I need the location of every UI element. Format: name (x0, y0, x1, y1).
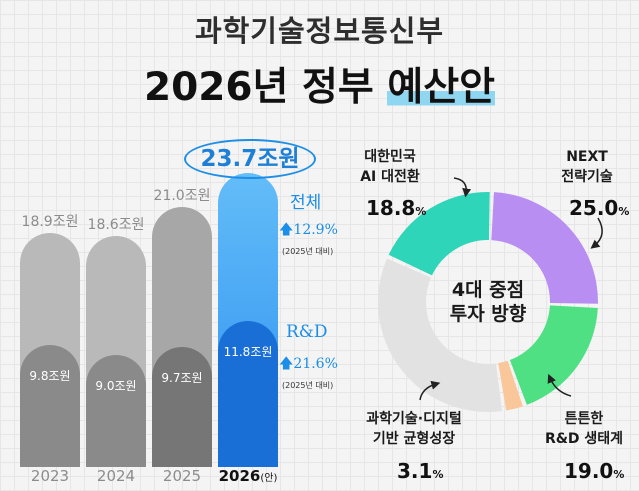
segment-value-next-number: 25.0 (569, 196, 619, 220)
segment-label-rnd: 튼튼한 R&D 생태계 (532, 409, 636, 449)
segment-value-rnd: 19.0% (564, 459, 624, 483)
percent-sign: % (432, 468, 444, 481)
percent-sign: % (415, 205, 427, 218)
rnd-value-label: 9.7조원 (161, 370, 203, 385)
rnd-bar-2025 (152, 346, 212, 467)
year-label: 2026(안) (213, 467, 283, 485)
rnd-bar-2026 (218, 320, 278, 467)
segment-value-balance: 3.1% (397, 459, 443, 483)
rnd-growth-value: 21.6% (293, 356, 338, 372)
total-2026-label: 23.7조원 (184, 139, 316, 179)
segment-label-ai: 대한민국 AI 대전환 (340, 147, 440, 187)
rnd-value-label: 9.8조원 (29, 369, 71, 384)
total-growth: 🡅12.9% (279, 219, 338, 243)
year-label: 2025 (162, 467, 202, 485)
segment-value-rnd-number: 19.0 (564, 459, 614, 483)
total-value-label: 18.9조원 (21, 213, 79, 230)
segment-label-balance-line1: 과학기술·디지털 (366, 411, 462, 427)
year-label-text: 2026 (218, 467, 261, 485)
total-growth-value: 12.9% (293, 222, 338, 238)
segment-label-next-line1: NEXT (566, 149, 608, 165)
total-value-label: 21.0조원 (153, 187, 211, 204)
percent-sign: % (613, 468, 625, 481)
headline-year: 2026년 정부 (144, 65, 388, 110)
donut-center-line2: 투자 방향 (449, 303, 527, 325)
segment-label-ai-line1: 대한민국 (364, 149, 416, 165)
rnd-bar-2024 (86, 355, 146, 467)
draft-suffix: (안) (260, 473, 278, 484)
headline-highlight: 예산안 (387, 65, 495, 110)
rnd-basis: (2025년 대비) (282, 381, 334, 390)
up-arrow-icon: 🡅 (279, 356, 294, 372)
segment-value-ai: 18.8% (366, 196, 426, 220)
donut-center-label: 4대 중점 투자 방향 (440, 278, 536, 326)
year-label: 2023 (30, 467, 70, 485)
rnd-growth: 🡅21.6% (279, 353, 338, 377)
segment-label-balance: 과학기술·디지털 기반 균형성장 (350, 409, 478, 449)
rnd-annotation-label: R&D (286, 322, 328, 342)
page-title: 2026년 정부 예산안 (0, 56, 639, 112)
segment-label-balance-line2: 기반 균형성장 (372, 431, 456, 447)
segment-value-next: 25.0% (569, 196, 629, 220)
segment-label-rnd-line2: R&D 생태계 (544, 431, 624, 447)
rnd-value-label: 9.0조원 (95, 379, 137, 394)
donut-center-line1: 4대 중점 (451, 279, 525, 301)
rnd-value-label: 11.8조원 (223, 344, 273, 359)
total-value-label: 18.6조원 (87, 217, 145, 234)
rnd-bar-2023 (20, 345, 80, 467)
year-label: 2024 (96, 467, 136, 485)
segment-value-ai-number: 18.8 (366, 196, 416, 220)
segment-label-ai-line2: AI 대전환 (360, 169, 420, 185)
segment-label-next-line2: 전략기술 (561, 169, 613, 185)
percent-sign: % (618, 205, 630, 218)
total-annotation-label: 전체 (290, 193, 322, 213)
total-basis: (2025년 대비) (282, 247, 334, 256)
segment-label-next: NEXT 전략기술 (535, 147, 639, 187)
segment-label-rnd-line1: 튼튼한 (564, 411, 604, 427)
up-arrow-icon: 🡅 (279, 222, 294, 238)
segment-value-balance-number: 3.1 (397, 459, 433, 483)
ministry-title: 과학기술정보통신부 (194, 14, 445, 48)
